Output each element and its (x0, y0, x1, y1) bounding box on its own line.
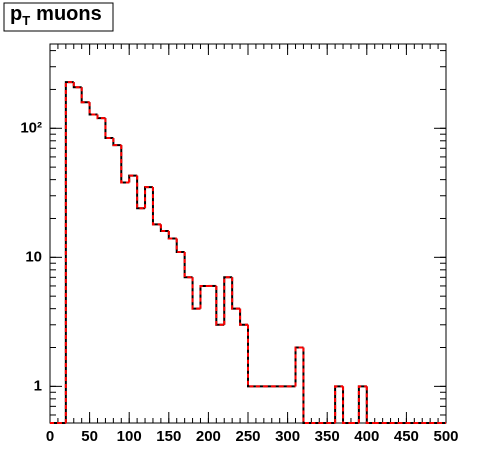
histogram-bin (104, 118, 114, 140)
histogram-bin (199, 284, 209, 309)
histogram-bin (144, 186, 153, 209)
histogram-bin (112, 138, 122, 147)
histogram-bin (167, 230, 177, 240)
x-tick-label: 250 (235, 428, 260, 445)
histogram-bin (112, 138, 122, 147)
histogram-bin (215, 285, 225, 326)
histogram-bin (128, 174, 138, 183)
histogram-bin (88, 102, 98, 116)
x-tick-label: 450 (394, 428, 419, 445)
histogram-bin (136, 175, 146, 210)
histogram-bin (302, 347, 312, 424)
title-box (3, 2, 114, 32)
histogram-bin (365, 386, 375, 424)
histogram-bin (183, 251, 193, 279)
histogram-bin (159, 224, 169, 232)
histogram-bin (247, 324, 256, 388)
histogram-bin (365, 386, 375, 424)
histogram-bin (136, 175, 146, 210)
x-tick-label: 200 (196, 428, 221, 445)
histogram-bin (231, 277, 241, 310)
histogram-bin (128, 174, 138, 183)
histogram-bin (357, 385, 367, 423)
x-tick-label: 100 (117, 428, 142, 445)
histogram-bin (104, 118, 114, 140)
x-tick-label: 300 (275, 428, 300, 445)
histogram-bin (167, 230, 177, 240)
y-tick-label: 10 (25, 248, 42, 265)
histogram-bin (96, 114, 106, 120)
histogram-bin (223, 276, 233, 325)
histogram-bin (191, 277, 201, 310)
histogram-bin (64, 81, 74, 423)
histogram-bin (151, 187, 161, 226)
histogram-bin (183, 251, 193, 279)
x-tick-label: 50 (81, 428, 98, 445)
y-tick-label: 10² (20, 119, 42, 136)
histogram-bin (120, 145, 130, 184)
title-text: muons (36, 3, 102, 25)
histogram-bin (175, 238, 185, 253)
y-tick-label: 1 (34, 377, 42, 394)
histogram-bin (64, 81, 74, 423)
histogram-bin (342, 386, 351, 424)
histogram-bin (294, 346, 304, 387)
histogram-bin (231, 277, 241, 310)
x-tick-label: 350 (315, 428, 340, 445)
x-tick-label: 500 (433, 428, 458, 445)
histogram-bin (239, 308, 248, 326)
title-subscript: T (22, 13, 30, 28)
histogram-bin (80, 87, 90, 104)
histogram-bin (120, 145, 130, 184)
histogram-bin (239, 308, 248, 326)
title-symbol: p (10, 3, 22, 25)
histogram-bin (342, 386, 351, 424)
x-tick-label: 400 (354, 428, 379, 445)
histogram-bin (294, 346, 304, 387)
histogram-bin (72, 82, 82, 89)
histogram-bin (334, 385, 344, 423)
histogram-bin (302, 347, 312, 424)
histogram-bin (88, 102, 98, 116)
histogram-bin (334, 385, 344, 423)
histogram-bin (191, 277, 201, 310)
histogram-bin (175, 238, 185, 253)
histogram-bin (247, 324, 256, 388)
histogram-bin (223, 276, 233, 325)
chart-title: pT muons (10, 3, 102, 28)
x-tick-label: 150 (156, 428, 181, 445)
histogram-bin (357, 385, 367, 423)
x-tick-label: 0 (46, 428, 54, 445)
histogram-bin (215, 285, 225, 326)
histogram-bin (80, 87, 90, 104)
histogram-bin (144, 186, 153, 209)
histogram-bin (199, 284, 209, 309)
histogram-bin (151, 187, 161, 226)
